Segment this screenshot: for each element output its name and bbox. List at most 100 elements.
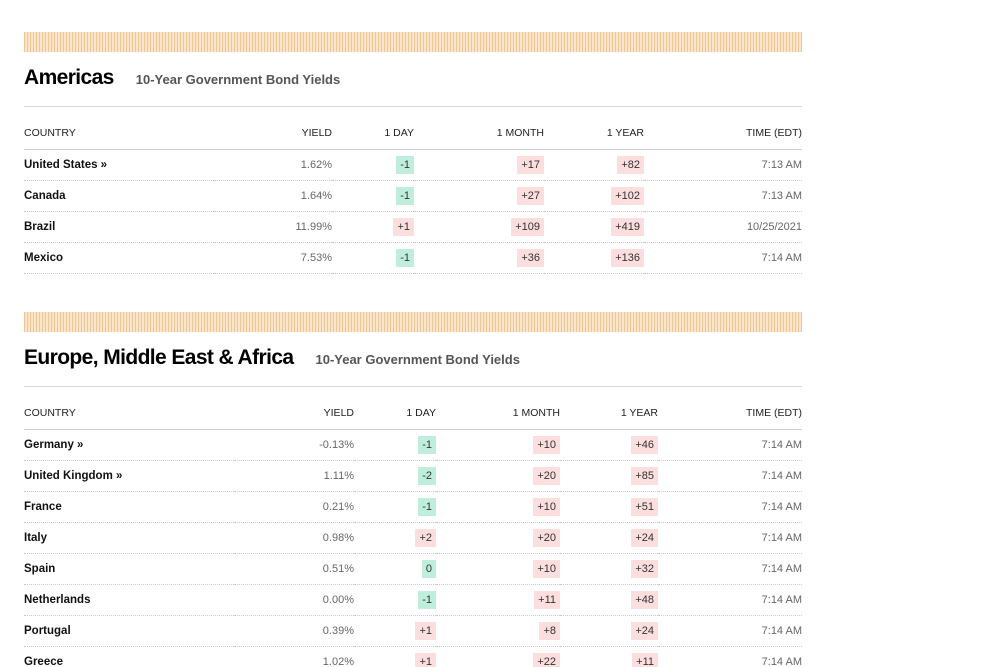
country-name: Canada [24,180,214,212]
country-link[interactable]: United States » [24,149,214,181]
change-chip: +48 [631,591,658,609]
table-header-row: COUNTRY YIELD 1 DAY 1 MONTH 1 YEAR TIME … [24,117,802,150]
section-divider-stripe [24,32,802,52]
country-name: Netherlands [24,584,234,616]
change-1-day-cell: -1 [354,491,436,523]
yield-value: 7.53% [214,242,332,274]
column-header-1-year[interactable]: 1 YEAR [560,397,658,430]
change-1-day-cell: +1 [354,646,436,667]
change-1-month-cell: +10 [436,553,560,585]
change-chip: -1 [396,187,414,205]
column-header-time[interactable]: TIME (EDT) [658,397,802,430]
column-header-country[interactable]: COUNTRY [24,397,234,430]
change-1-day-cell: -2 [354,460,436,492]
yield-value: 0.51% [234,553,354,585]
change-chip: +85 [631,467,658,485]
time-value: 7:13 AM [644,180,802,212]
time-value: 7:13 AM [644,149,802,181]
country-name: France [24,491,234,523]
section-header-emea: Europe, Middle East & Africa 10-Year Gov… [24,346,802,370]
column-header-1-year[interactable]: 1 YEAR [544,117,644,150]
change-1-day-cell: 0 [354,553,436,585]
change-1-day-cell: -1 [354,429,436,461]
change-1-month-cell: +11 [436,584,560,616]
country-link[interactable]: Germany » [24,429,234,461]
change-chip: +10 [533,498,560,516]
column-header-1-day[interactable]: 1 DAY [332,117,414,150]
table-row: Mexico 7.53% -1 +36 +136 7:14 AM [24,242,802,274]
country-name: Italy [24,522,234,554]
country-link[interactable]: United Kingdom » [24,460,234,492]
column-header-yield[interactable]: YIELD [234,397,354,430]
section-subtitle: 10-Year Government Bond Yields [135,72,341,87]
column-header-country[interactable]: COUNTRY [24,117,214,150]
change-1-day-cell: -1 [354,584,436,616]
change-chip: +11 [632,653,658,667]
table-row: Portugal 0.39% +1 +8 +24 7:14 AM [24,615,802,647]
change-chip: +24 [631,529,658,547]
time-value: 7:14 AM [644,242,802,274]
change-1-month-cell: +17 [414,149,544,181]
change-chip: +24 [631,622,658,640]
column-header-time[interactable]: TIME (EDT) [644,117,802,150]
table-header-row: COUNTRY YIELD 1 DAY 1 MONTH 1 YEAR TIME … [24,397,802,430]
change-1-month-cell: +8 [436,615,560,647]
yield-value: 1.64% [214,180,332,212]
change-chip: +20 [533,467,560,485]
column-header-yield[interactable]: YIELD [214,117,332,150]
change-1-year-cell: +51 [560,491,658,523]
change-chip: +2 [415,529,436,547]
section-divider-stripe [24,312,802,332]
yield-value: 0.98% [234,522,354,554]
section-rule [24,106,802,107]
change-1-month-cell: +20 [436,522,560,554]
column-header-1-month[interactable]: 1 MONTH [414,117,544,150]
time-value: 7:14 AM [658,522,802,554]
change-1-year-cell: +11 [560,646,658,667]
column-header-1-day[interactable]: 1 DAY [354,397,436,430]
time-value: 7:14 AM [658,429,802,461]
yield-value: 0.00% [234,584,354,616]
change-chip: +10 [533,560,560,578]
change-1-year-cell: +46 [560,429,658,461]
change-1-day-cell: +1 [354,615,436,647]
change-chip: +22 [533,653,560,667]
column-header-1-month[interactable]: 1 MONTH [436,397,560,430]
country-name: Brazil [24,211,214,243]
table-row: United States » 1.62% -1 +17 +82 7:13 AM [24,149,802,181]
section-rule [24,386,802,387]
table-row: United Kingdom » 1.11% -2 +20 +85 7:14 A… [24,460,802,492]
country-name: Portugal [24,615,234,647]
change-chip: -1 [418,498,436,516]
change-chip: +17 [517,156,544,174]
change-1-year-cell: +24 [560,522,658,554]
change-chip: -1 [396,156,414,174]
table-row: Spain 0.51% 0 +10 +32 7:14 AM [24,553,802,585]
change-chip: +36 [517,249,544,267]
change-1-month-cell: +20 [436,460,560,492]
change-chip: +32 [631,560,658,578]
table-row: Germany » -0.13% -1 +10 +46 7:14 AM [24,429,802,461]
change-1-month-cell: +27 [414,180,544,212]
change-chip: +1 [415,653,436,667]
country-name: Spain [24,553,234,585]
change-1-year-cell: +24 [560,615,658,647]
change-chip: +46 [631,436,658,454]
change-chip: -1 [418,436,436,454]
change-chip: +20 [533,529,560,547]
change-1-year-cell: +32 [560,553,658,585]
change-1-day-cell: -1 [332,180,414,212]
change-1-year-cell: +102 [544,180,644,212]
time-value: 7:14 AM [658,553,802,585]
table-row: France 0.21% -1 +10 +51 7:14 AM [24,491,802,523]
change-chip: -1 [396,249,414,267]
section-header-americas: Americas 10-Year Government Bond Yields [24,66,802,90]
change-1-month-cell: +10 [436,491,560,523]
time-value: 7:14 AM [658,584,802,616]
yield-value: 1.11% [234,460,354,492]
section-title: Europe, Middle East & Africa [24,346,294,369]
change-1-day-cell: +1 [332,211,414,243]
section-title: Americas [24,66,114,89]
change-chip: -2 [418,467,436,485]
change-chip: +82 [617,156,644,174]
